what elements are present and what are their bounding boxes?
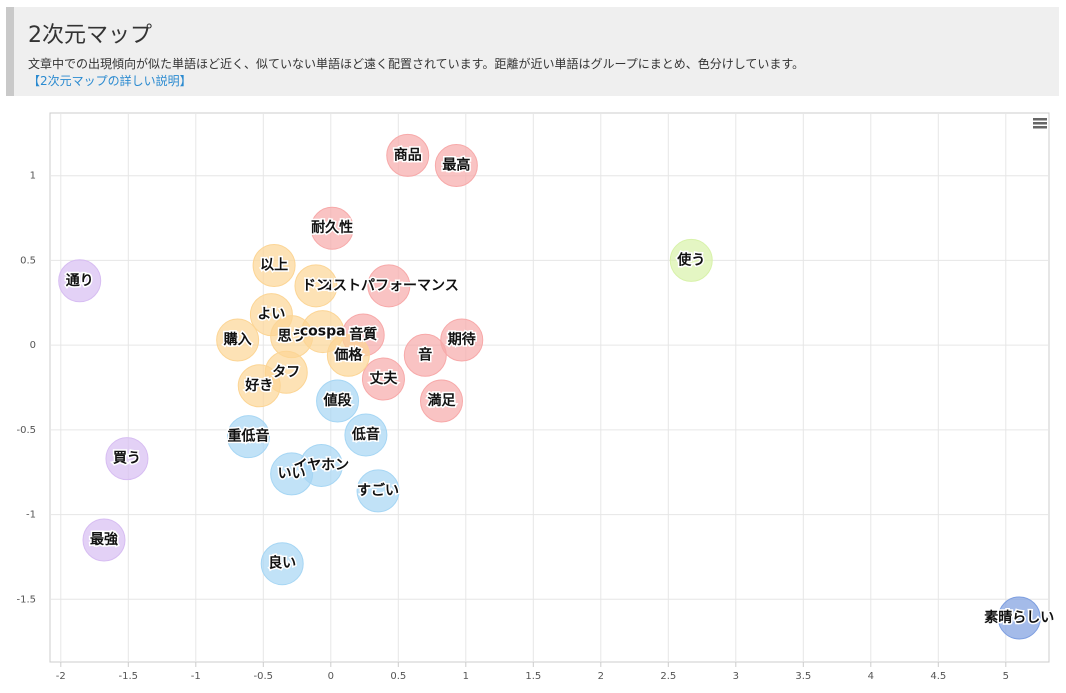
point-label: 使う [676, 251, 705, 268]
point-label: 買う [113, 451, 141, 467]
x-tick-label: 4 [868, 671, 874, 682]
bubble [252, 244, 296, 287]
point-label: 丈夫 [369, 370, 398, 387]
bubble [434, 144, 478, 188]
point-label: 商品 [394, 146, 422, 163]
y-tick-label: 0.5 [20, 255, 36, 266]
x-tick-label: 5 [1003, 671, 1009, 682]
y-tick-label: 0 [30, 340, 36, 351]
bubble [386, 133, 430, 177]
point-label: ドン [302, 278, 330, 294]
points [58, 133, 1041, 640]
y-tick-label: 1 [30, 171, 36, 182]
point-label: タフ [272, 364, 300, 380]
bubble [316, 379, 360, 423]
x-tick-label: 0 [328, 671, 334, 682]
point-label: よい [257, 307, 285, 323]
y-tick-label: -0.5 [16, 425, 36, 436]
grid [50, 113, 1049, 662]
chart: -2 -1.5 -1 -0.5 0 0.5 1 1.5 2 2.5 3 3.5 4 4.5 5 -1.5 -1 -… [16, 112, 1056, 682]
bubble [420, 379, 463, 423]
point-label: 良い [268, 555, 296, 572]
y-tick-label: -1 [26, 510, 36, 521]
x-tick-label: 1 [463, 671, 469, 682]
x-tick-label: 4.5 [930, 671, 946, 682]
point-label: 素晴らしい [984, 609, 1054, 626]
point-label: 好き [244, 377, 273, 394]
bubble [440, 318, 484, 362]
point-label: 期待 [448, 331, 476, 348]
x-tick-label: 3 [733, 671, 739, 682]
plot-area [49, 112, 1050, 663]
x-tick-label: 2.5 [660, 671, 676, 682]
point-label: 最強 [90, 531, 118, 548]
x-tick-label: -0.5 [254, 671, 274, 682]
point-label: 音質 [349, 326, 377, 343]
bubble [310, 206, 354, 250]
point-label: 耐久性 [311, 219, 353, 236]
description: 文章中での出現傾向が似た単語ほど近く、似ていない単語ほど遠く配置されています。距… [28, 57, 805, 71]
point-label: すごい [357, 482, 399, 499]
point-label: cospa [300, 324, 346, 340]
help-link[interactable]: 【2次元マップの詳しい説明】 [28, 74, 192, 88]
point-label: 低音 [351, 426, 380, 443]
point-label: 以上 [260, 258, 288, 274]
point-label: 音 [418, 346, 432, 363]
bubble [105, 437, 149, 481]
bubble [403, 333, 447, 377]
header: 2次元マップ 文章中での出現傾向が似た単語ほど近く、似ていない単語ほど遠く配置さ… [6, 7, 1059, 96]
point-label: 値段 [323, 392, 352, 409]
y-tick-label: -1.5 [16, 594, 36, 605]
point-label: いい [278, 466, 306, 482]
point-label: 価格 [333, 346, 363, 363]
bubble [669, 238, 713, 282]
x-tick-label: -1.5 [119, 671, 139, 682]
bubble [82, 518, 126, 562]
point-label: イヤホン [294, 457, 350, 473]
bubble [367, 264, 411, 308]
point-label: 購入 [223, 331, 252, 348]
bubble [294, 264, 338, 308]
bubble [226, 415, 270, 459]
point-label: 重低音 [227, 428, 269, 445]
x-tick-label: 0.5 [390, 671, 406, 682]
menu-button[interactable] [1033, 118, 1047, 129]
bubble [356, 469, 400, 513]
bubble [361, 357, 405, 401]
x-tick-label: -1 [191, 671, 201, 682]
point-label: 通り [66, 273, 94, 289]
point-label: 最高 [442, 157, 470, 174]
point-label: 満足 [428, 392, 457, 409]
bubble [260, 542, 304, 586]
bubble [997, 596, 1041, 640]
x-tick-label: 2 [598, 671, 604, 682]
bubble [58, 259, 102, 303]
point-label: コストパフォーマンス [319, 278, 459, 294]
point-label: 思う [278, 329, 306, 345]
x-tick-label: 3.5 [795, 671, 811, 682]
title: 2次元マップ [28, 23, 152, 48]
bubble [270, 452, 314, 496]
bubble [326, 333, 370, 377]
x-tick-label: -2 [56, 671, 66, 682]
bubble [237, 364, 281, 408]
x-tick-label: 1.5 [525, 671, 541, 682]
bubble [216, 318, 260, 362]
bubble [344, 413, 388, 457]
